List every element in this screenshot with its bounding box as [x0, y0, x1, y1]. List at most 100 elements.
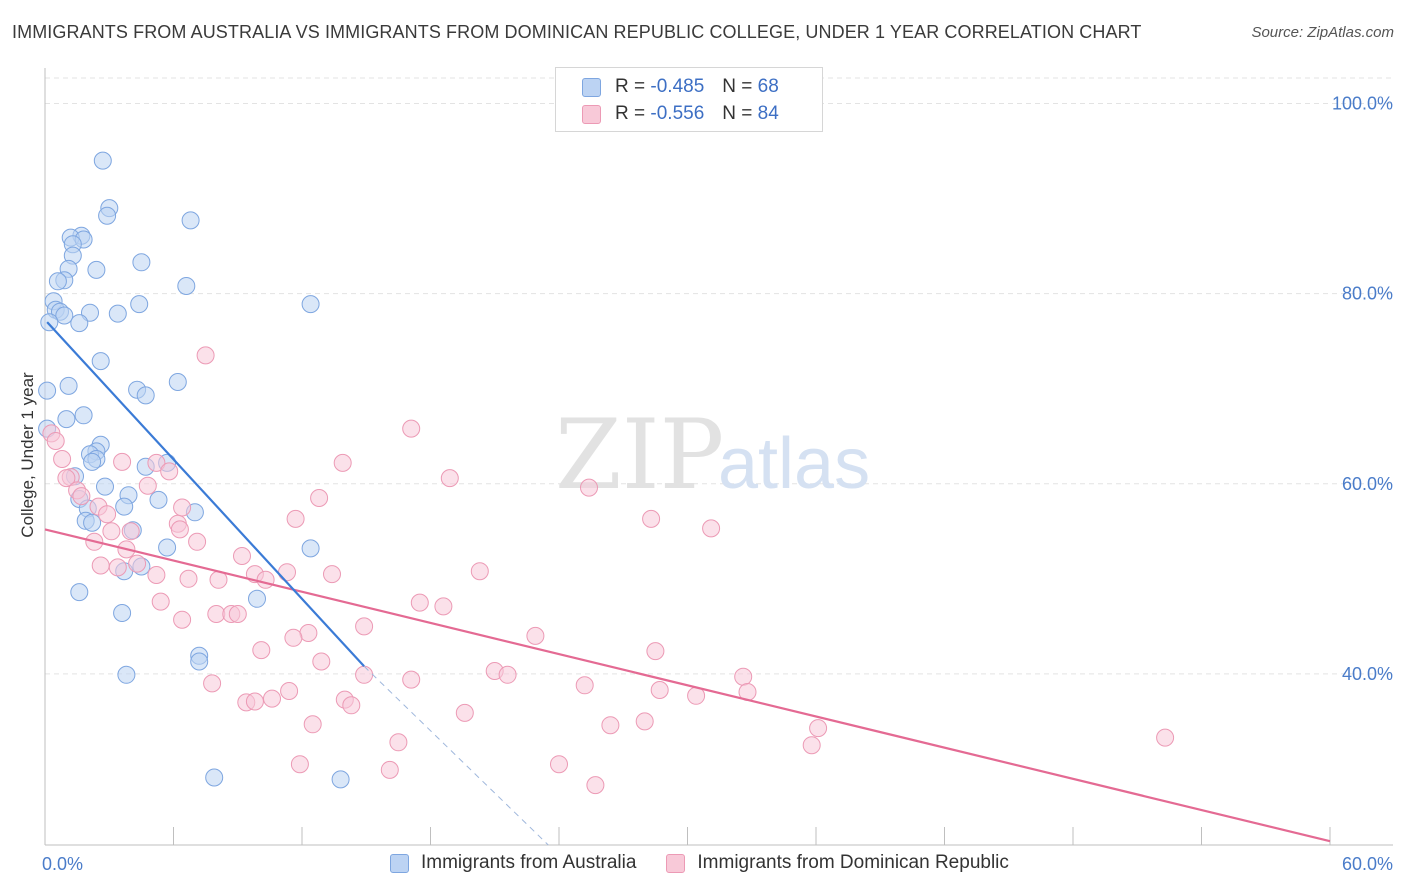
data-point [331, 770, 350, 789]
legend-row-dominican: R = -0.556 N = 84 [582, 101, 779, 127]
data-point [410, 593, 429, 612]
data-point [74, 406, 93, 425]
data-point [196, 346, 215, 365]
data-point [87, 260, 106, 279]
data-point [290, 755, 309, 774]
data-point [635, 712, 654, 731]
data-point [138, 476, 157, 495]
data-point [303, 715, 322, 734]
y-tick-label: 40.0% [1342, 664, 1393, 684]
data-point [601, 716, 620, 735]
y-tick-label: 60.0% [1342, 474, 1393, 494]
data-point [130, 295, 149, 314]
data-point [173, 498, 192, 517]
data-point [117, 665, 136, 684]
trend-line-australia [46, 321, 365, 668]
data-point [299, 624, 318, 642]
data-point [93, 151, 112, 170]
y-tick-label: 80.0% [1342, 284, 1393, 304]
data-point [98, 206, 117, 225]
series-legend: Immigrants from Australia Immigrants fro… [390, 852, 1039, 874]
data-point [301, 539, 320, 558]
data-point [179, 569, 198, 588]
data-point [121, 522, 140, 541]
data-point [96, 477, 114, 496]
data-point [149, 490, 168, 509]
data-point [83, 513, 102, 532]
data-point [256, 570, 275, 589]
dominican-points [42, 346, 1175, 795]
data-point [147, 566, 166, 584]
data-point [108, 558, 127, 577]
data-point [91, 556, 110, 575]
data-point [1156, 728, 1175, 747]
data-point [455, 703, 474, 722]
data-point [55, 306, 74, 325]
data-point [151, 592, 170, 611]
data-point [310, 489, 329, 507]
data-point [83, 452, 102, 471]
data-point [650, 681, 669, 699]
data-point [98, 505, 117, 524]
data-point [147, 453, 166, 472]
data-point [190, 652, 209, 671]
data-point [702, 519, 721, 538]
data-point [526, 626, 545, 645]
data-point [91, 352, 110, 371]
data-point [233, 547, 251, 565]
data-point [203, 674, 222, 693]
data-point [57, 410, 76, 429]
data-point [402, 670, 421, 689]
data-point [181, 211, 200, 230]
grid-lines [45, 77, 1393, 675]
trend-line-australia-extension [363, 665, 549, 846]
data-point [72, 487, 91, 506]
legend-swatch-blue [390, 853, 409, 873]
data-point [102, 522, 121, 541]
legend-item-australia[interactable]: Immigrants from Australia [390, 852, 636, 874]
data-point [402, 419, 421, 438]
data-point [205, 768, 224, 787]
legend-label-australia: Immigrants from Australia [421, 852, 637, 873]
data-point [168, 373, 187, 391]
data-point [158, 538, 177, 557]
x-tick-label: 0.0% [42, 854, 83, 874]
data-point [575, 676, 594, 695]
legend-swatch-pink [582, 104, 601, 124]
data-point [278, 563, 296, 582]
x-tick-label: 60.0% [1342, 854, 1393, 874]
legend-row-australia: R = -0.485 N = 68 [582, 74, 779, 100]
legend-swatch-pink [666, 853, 686, 873]
data-point [323, 565, 341, 584]
legend-swatch-blue [582, 77, 601, 97]
correlation-legend: R = -0.485 N = 68 R = -0.556 N = 84 [555, 67, 823, 132]
data-point [284, 628, 303, 647]
trend-line-dominican [44, 528, 1331, 843]
data-point [108, 304, 127, 323]
data-point [115, 497, 134, 516]
data-point [586, 776, 605, 795]
data-point [642, 509, 661, 528]
data-point [355, 665, 374, 684]
legend-n-value: 84 [757, 103, 779, 124]
legend-r-label: R = [615, 76, 646, 97]
data-point [434, 597, 453, 616]
legend-label-dominican: Immigrants from Dominican Republic [697, 852, 1009, 873]
data-point [470, 562, 489, 581]
data-point [113, 604, 132, 622]
data-point [170, 520, 189, 539]
data-point [188, 532, 207, 551]
data-point [252, 641, 271, 660]
legend-n-label: N = [722, 103, 753, 124]
data-point [380, 760, 399, 779]
data-point [301, 295, 320, 314]
data-point [646, 642, 665, 661]
legend-item-dominican[interactable]: Immigrants from Dominican Republic [666, 852, 1009, 874]
trend-lines [44, 321, 1331, 846]
data-point [70, 583, 89, 602]
legend-r-label: R = [615, 103, 646, 124]
data-point [389, 733, 408, 752]
data-point [498, 665, 517, 684]
y-tick-label: 100.0% [1332, 94, 1393, 114]
